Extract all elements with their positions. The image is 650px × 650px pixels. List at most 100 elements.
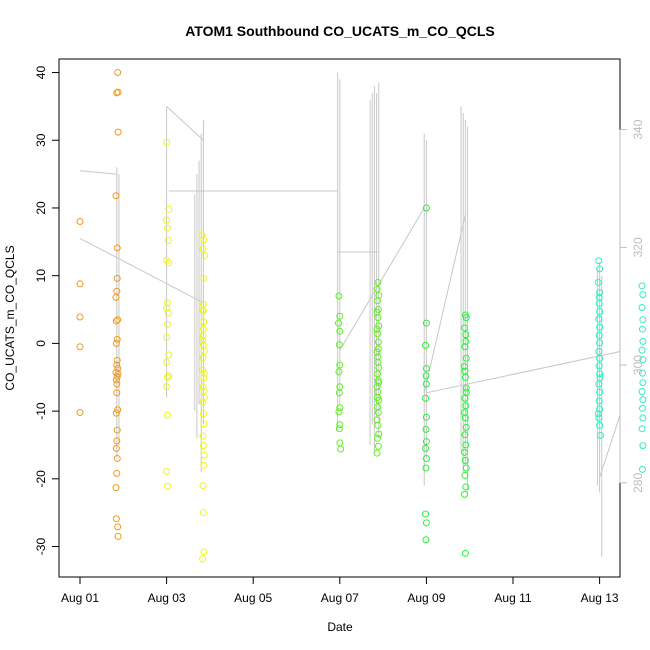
data-point [462, 388, 470, 396]
data-point [461, 414, 469, 422]
data-point [112, 484, 120, 492]
data-point [113, 380, 121, 388]
data-point [335, 368, 343, 376]
data-point [76, 408, 84, 416]
data-point [114, 316, 122, 324]
data-point [335, 341, 343, 349]
data-point [638, 387, 646, 395]
data-point [336, 421, 344, 429]
data-point [114, 370, 122, 378]
data-point [163, 320, 171, 328]
data-point [165, 259, 173, 267]
data-point [335, 319, 343, 327]
data-point [199, 410, 207, 418]
data-point [199, 332, 207, 340]
data-point [113, 426, 121, 434]
data-point [638, 404, 646, 412]
data-point [595, 257, 603, 265]
data-points [76, 69, 647, 563]
data-point [461, 457, 469, 465]
data-point [200, 318, 208, 326]
track-segment [166, 106, 204, 141]
data-point [638, 369, 646, 377]
track-segment [79, 237, 204, 304]
data-point [596, 370, 604, 378]
data-point [639, 396, 647, 404]
data-point [113, 244, 121, 252]
track-lines [79, 72, 620, 557]
data-point [200, 369, 208, 377]
data-point [373, 330, 381, 338]
data-point [112, 515, 120, 523]
data-point [595, 414, 603, 422]
data-point [374, 442, 382, 450]
data-point [595, 293, 603, 301]
data-point [336, 312, 344, 320]
data-point [639, 337, 647, 345]
x-axis-title: Date [327, 620, 353, 634]
track-segment [339, 207, 425, 351]
data-point [335, 389, 343, 397]
data-point [200, 461, 208, 469]
data-point [163, 467, 171, 475]
x-axis: Aug 01 Aug 03 Aug 05 Aug 07 Aug 09 Aug 11 Aug … [61, 576, 619, 605]
y2-axis: 280 300 320 340 [619, 119, 645, 493]
data-point [163, 224, 171, 232]
data-point [462, 337, 470, 345]
series-group [163, 138, 209, 563]
data-point [163, 138, 171, 146]
data-point [335, 292, 343, 300]
data-point [596, 374, 604, 382]
data-point [163, 216, 171, 224]
data-point [461, 367, 469, 375]
data-point [638, 465, 646, 473]
series-group [335, 278, 383, 457]
data-point [374, 345, 382, 353]
y-tick-label: -30 [34, 538, 48, 556]
data-point [200, 374, 208, 382]
data-point [595, 331, 603, 339]
data-point [373, 434, 381, 442]
data-point [200, 394, 208, 402]
data-point [374, 388, 382, 396]
chart-title: ATOM1 Southbound CO_UCATS_m_CO_QCLS [185, 23, 495, 39]
data-point [374, 353, 382, 361]
y-axis: -30 -20 -10 0 10 20 30 40 [34, 66, 60, 556]
data-point [373, 285, 381, 293]
x-tick-label: Aug 01 [61, 591, 99, 605]
series-group [76, 69, 122, 540]
data-point [112, 409, 120, 417]
data-point [164, 236, 172, 244]
data-point [163, 333, 171, 341]
data-point [199, 245, 207, 253]
data-point [461, 448, 469, 456]
y-tick-label: -20 [34, 470, 48, 488]
data-point [199, 336, 207, 344]
data-point [596, 308, 604, 316]
data-point [373, 348, 381, 356]
data-point [113, 335, 121, 343]
data-point [163, 304, 171, 312]
data-point [199, 366, 207, 374]
data-point [200, 347, 208, 355]
data-point [200, 420, 208, 428]
x-tick-label: Aug 03 [148, 591, 186, 605]
data-point [163, 383, 171, 391]
data-point [374, 278, 382, 286]
data-point [199, 509, 207, 517]
series-group [422, 204, 470, 557]
data-point [374, 338, 382, 346]
data-point [462, 483, 470, 491]
data-point [422, 372, 430, 380]
data-point [422, 438, 430, 446]
data-point [165, 351, 173, 359]
data-point [595, 397, 603, 405]
data-point [596, 421, 604, 429]
data-point [422, 204, 430, 212]
data-point [638, 346, 646, 354]
data-point [596, 405, 604, 413]
data-point [199, 354, 207, 362]
data-point [639, 414, 647, 422]
